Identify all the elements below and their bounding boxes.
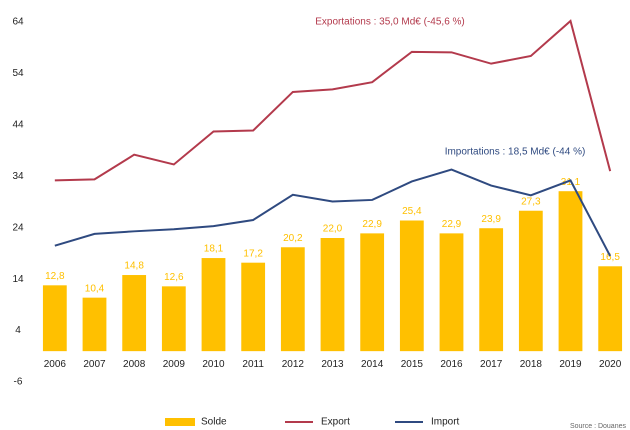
bar-value-label: 12,8 <box>45 271 65 282</box>
y-tick-label: 24 <box>12 222 24 233</box>
x-tick-label: 2016 <box>440 359 463 370</box>
y-tick-label: 64 <box>12 17 24 28</box>
x-tick-label: 2006 <box>44 359 67 370</box>
bar <box>399 220 424 352</box>
bar <box>161 286 186 352</box>
bar-value-label: 25,4 <box>402 206 422 217</box>
y-tick-label: -6 <box>14 377 23 388</box>
x-tick-label: 2012 <box>282 359 305 370</box>
bar <box>201 258 226 352</box>
bar-value-label: 22,0 <box>323 224 343 235</box>
x-tick-label: 2007 <box>83 359 106 370</box>
legend-label: Import <box>431 417 460 428</box>
bar-value-label: 16,5 <box>600 252 620 263</box>
source: Source : Douanes <box>570 423 627 430</box>
bar <box>122 275 147 352</box>
bar <box>439 233 464 352</box>
x-tick-label: 2009 <box>163 359 186 370</box>
bar <box>479 228 504 352</box>
line-series <box>54 168 612 257</box>
bar-value-label: 12,6 <box>164 272 184 283</box>
x-tick-label: 2013 <box>321 359 344 370</box>
bar <box>42 285 67 352</box>
bar <box>82 297 107 352</box>
annotation: Importations : 18,5 Md€ (-44 %) <box>445 147 586 158</box>
bar <box>320 238 345 352</box>
bar-value-label: 23,9 <box>481 214 501 225</box>
bar-value-label: 20,2 <box>283 233 303 244</box>
x-tick-label: 2008 <box>123 359 146 370</box>
x-tick-label: 2020 <box>599 359 622 370</box>
x-tick-label: 2015 <box>401 359 424 370</box>
y-tick-label: 4 <box>15 325 21 336</box>
y-tick-label: 34 <box>12 171 24 182</box>
bar-value-label: 17,2 <box>243 248 263 259</box>
y-tick-label: 14 <box>12 274 24 285</box>
legend-label: Solde <box>201 417 227 428</box>
x-tick-label: 2014 <box>361 359 384 370</box>
x-tick-label: 2017 <box>480 359 503 370</box>
x-tick-label: 2018 <box>520 359 543 370</box>
bar-value-label: 10,4 <box>85 283 105 294</box>
y-tick-label: 44 <box>12 119 24 130</box>
x-tick-label: 2019 <box>559 359 582 370</box>
bar <box>280 247 305 352</box>
bar <box>558 191 583 352</box>
bar-value-label: 22,9 <box>442 219 462 230</box>
bar <box>518 210 543 352</box>
legend-swatch <box>165 418 195 426</box>
bar-value-label: 22,9 <box>362 219 382 230</box>
x-tick-label: 2011 <box>242 359 264 370</box>
annotation: Exportations : 35,0 Md€ (-45,6 %) <box>315 17 465 28</box>
bar-value-label: 27,3 <box>521 196 541 207</box>
bar <box>360 233 385 352</box>
bar <box>241 262 266 352</box>
bar-value-label: 18,1 <box>204 244 224 255</box>
line-series <box>54 19 612 182</box>
bar-value-label: 14,8 <box>124 261 144 272</box>
x-tick-label: 2010 <box>202 359 225 370</box>
bar <box>598 266 623 352</box>
legend-label: Export <box>321 417 350 428</box>
y-tick-label: 54 <box>12 68 24 79</box>
